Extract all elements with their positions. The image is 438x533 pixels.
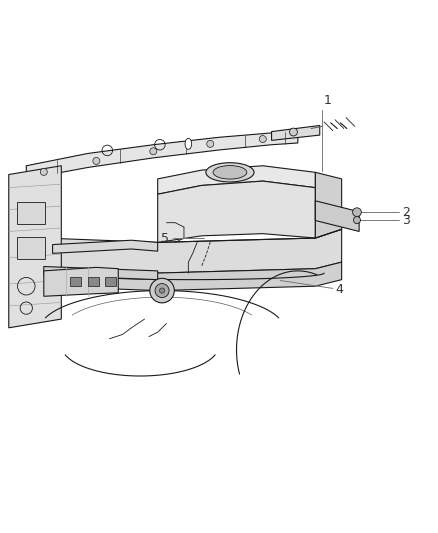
Text: 4: 4 (335, 283, 343, 296)
Polygon shape (9, 166, 61, 328)
Ellipse shape (213, 166, 247, 179)
Circle shape (259, 135, 266, 142)
Circle shape (353, 216, 360, 223)
Ellipse shape (185, 139, 192, 149)
FancyBboxPatch shape (70, 278, 81, 286)
Polygon shape (44, 229, 342, 273)
Polygon shape (44, 262, 342, 290)
Polygon shape (44, 266, 158, 280)
Polygon shape (158, 181, 315, 243)
Circle shape (290, 128, 297, 136)
Circle shape (155, 284, 169, 297)
Text: 5: 5 (161, 231, 169, 245)
Ellipse shape (206, 163, 254, 182)
Circle shape (40, 168, 47, 175)
Circle shape (353, 208, 361, 216)
FancyBboxPatch shape (17, 202, 45, 223)
Polygon shape (53, 240, 158, 253)
Polygon shape (315, 201, 359, 231)
Polygon shape (44, 268, 118, 296)
Polygon shape (272, 125, 320, 140)
FancyBboxPatch shape (88, 278, 99, 286)
Polygon shape (26, 132, 298, 179)
Text: 2: 2 (402, 206, 410, 219)
Circle shape (93, 157, 100, 165)
Text: 1: 1 (324, 94, 332, 107)
Circle shape (150, 278, 174, 303)
Circle shape (207, 140, 214, 147)
Text: 3: 3 (402, 214, 410, 227)
FancyBboxPatch shape (105, 278, 116, 286)
Circle shape (159, 288, 165, 293)
Polygon shape (315, 172, 342, 238)
FancyBboxPatch shape (17, 237, 45, 259)
Circle shape (150, 148, 157, 155)
Polygon shape (158, 166, 315, 194)
